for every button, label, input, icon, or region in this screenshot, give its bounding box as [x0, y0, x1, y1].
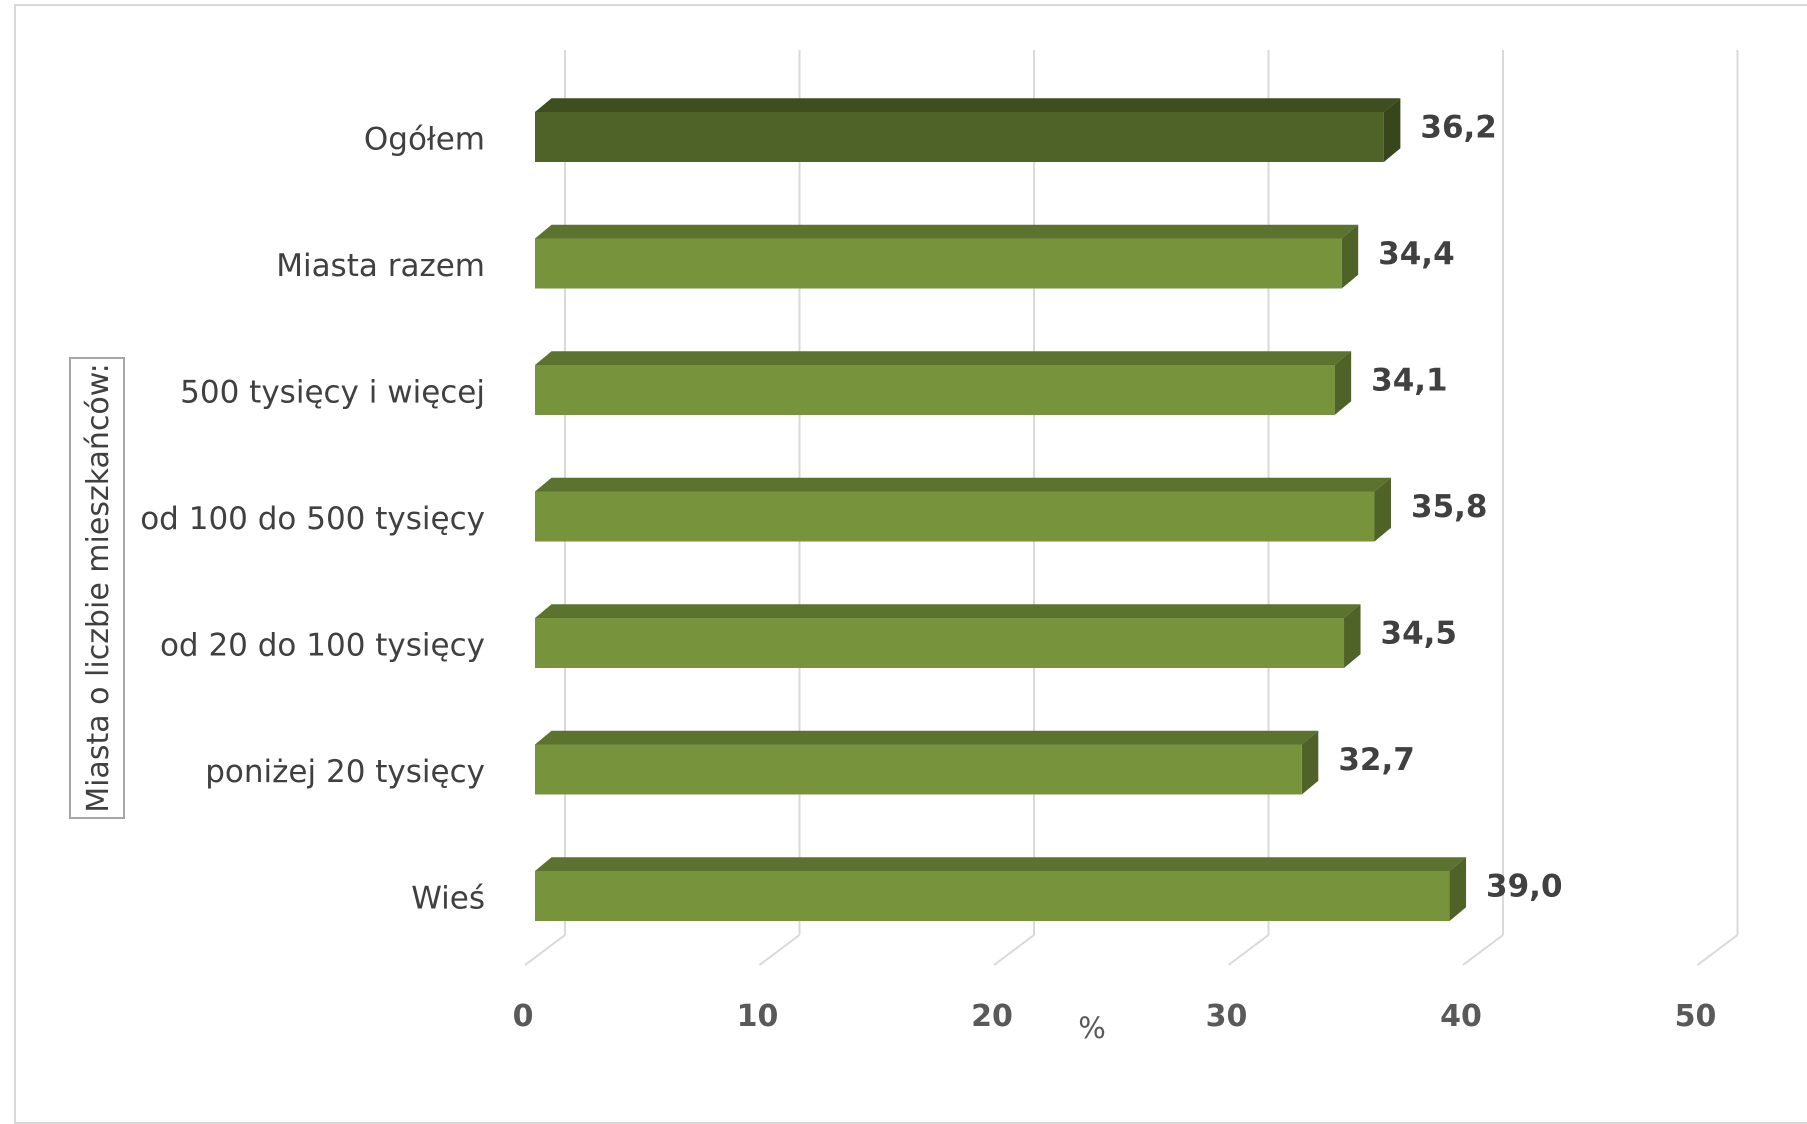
data-label: 36,2	[1420, 110, 1497, 146]
bar-side-face	[1341, 224, 1359, 289]
bar-side-face	[1383, 98, 1401, 162]
bar-side-face	[1334, 351, 1352, 415]
data-label: 34,1	[1371, 363, 1448, 399]
bar	[535, 730, 1319, 795]
bar-front-face	[535, 618, 1345, 668]
bar-top-face	[535, 477, 1392, 492]
category-label: 500 tysięcy i więcej	[180, 375, 485, 411]
floor-gridline	[524, 934, 566, 966]
bar	[535, 351, 1352, 415]
data-label: 32,7	[1338, 742, 1415, 778]
x-tick-label: 10	[737, 999, 779, 1034]
floor-gridline	[993, 934, 1035, 966]
bar	[535, 604, 1361, 668]
bar-top-face	[535, 730, 1319, 745]
bar-side-face	[1344, 604, 1361, 668]
chart-frame	[14, 4, 1807, 1124]
x-tick-label: 40	[1440, 999, 1482, 1034]
labels-layer: 0 10 20 30 40 50 36,2 Ogółem 34,4 Miasta razem 34,…	[140, 110, 1716, 1035]
category-label: poniżej 20 tysięcy	[205, 754, 485, 790]
bar-top-face	[535, 351, 1352, 365]
bar	[535, 857, 1467, 921]
bar-top-face	[535, 857, 1467, 871]
floor-gridline	[758, 934, 801, 966]
bar-front-face	[535, 365, 1335, 415]
group-title-box: Miasta o liczbie mieszkańców:	[69, 357, 125, 819]
category-label: Ogółem	[364, 122, 485, 158]
bar-chart: 0 10 20 30 40 50 36,2 Ogółem 34,4 Miasta razem 34,…	[69, 50, 1739, 1045]
bar-top-face	[535, 224, 1359, 239]
floor-gridline	[1227, 934, 1270, 966]
floor-gridline	[1696, 934, 1739, 966]
group-title: Miasta o liczbie mieszkańców:	[81, 363, 116, 813]
x-tick-label: 20	[971, 999, 1013, 1034]
bar-front-face	[535, 238, 1342, 289]
bar	[535, 477, 1392, 542]
bar-top-face	[535, 604, 1361, 618]
floor-gridline	[1462, 934, 1504, 966]
bars-layer	[535, 98, 1467, 921]
bar-top-face	[535, 98, 1401, 112]
bar-front-face	[535, 112, 1384, 162]
bar-side-face	[1301, 730, 1319, 795]
bar	[535, 224, 1359, 289]
data-label: 34,4	[1378, 236, 1455, 272]
bar-front-face	[535, 744, 1302, 795]
data-label: 34,5	[1381, 616, 1458, 652]
bar-side-face	[1374, 477, 1392, 542]
category-label: Wieś	[411, 881, 485, 917]
category-label: od 20 do 100 tysięcy	[160, 628, 485, 664]
x-tick-label: 0	[513, 999, 534, 1034]
x-tick-label: 50	[1675, 999, 1717, 1034]
bar	[535, 98, 1401, 162]
bar-front-face	[535, 491, 1375, 542]
bar-front-face	[535, 871, 1450, 921]
category-label: od 100 do 500 tysięcy	[140, 501, 485, 537]
category-label: Miasta razem	[276, 248, 485, 284]
x-tick-label: 30	[1206, 999, 1248, 1034]
data-label: 35,8	[1411, 489, 1488, 525]
bar-side-face	[1449, 857, 1467, 921]
x-axis-title: %	[1078, 1011, 1106, 1045]
data-label: 39,0	[1486, 869, 1563, 905]
group-title-frame	[69, 357, 125, 819]
